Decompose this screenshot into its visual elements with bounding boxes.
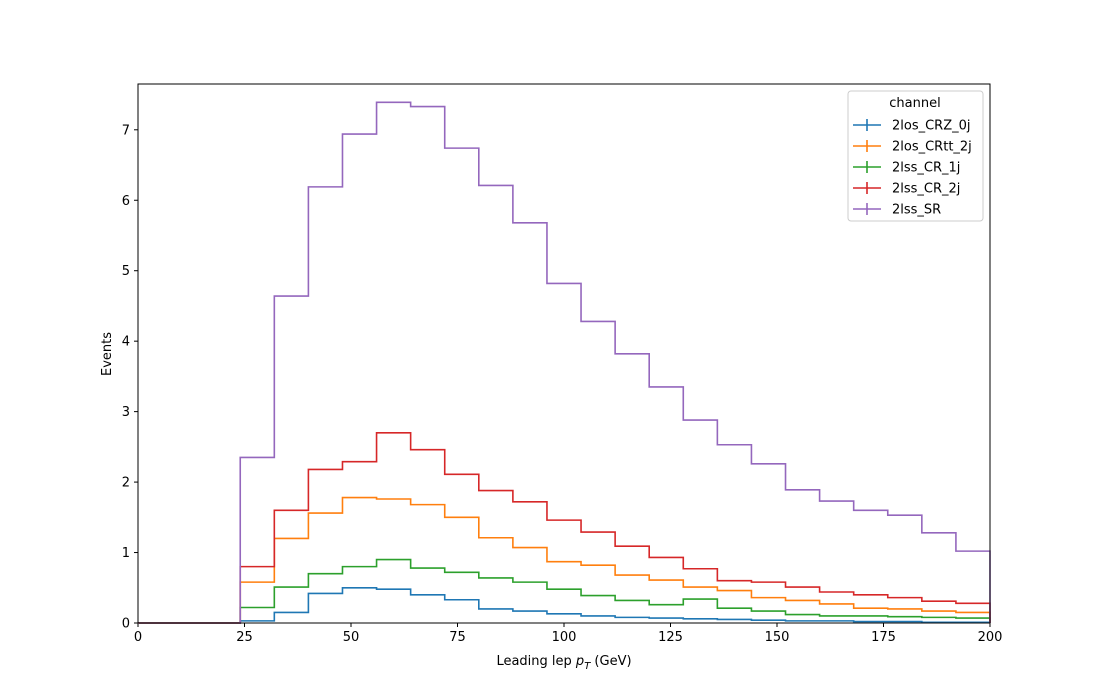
legend-item-2lss-cr-2j: 2lss_CR_2j — [853, 182, 960, 197]
x-tick-label: 25 — [236, 630, 253, 645]
x-tick-label: 75 — [449, 630, 466, 645]
plot-frame — [137, 83, 991, 624]
x-tick-label: 150 — [765, 630, 790, 645]
y-tick-label: 5 — [122, 264, 130, 279]
x-tick-label: 200 — [978, 630, 1003, 645]
legend-label: 2lss_CR_2j — [892, 182, 960, 197]
legend-item-2lss-cr-1j: 2lss_CR_1j — [853, 161, 960, 176]
legend-label: 2lss_CR_1j — [892, 161, 960, 176]
series-2los-crz-0j — [138, 586, 991, 624]
x-tick-label: 175 — [871, 630, 896, 645]
x-tick-label: 125 — [658, 630, 683, 645]
series-2lss-cr-1j — [138, 558, 991, 624]
x-axis-ticks: 0 25 50 75 100 125 150 175 200 — [134, 623, 1003, 645]
series-2lss-sr — [138, 101, 991, 624]
legend-item-2los-crtt-2j: 2los_CRtt_2j — [853, 140, 972, 155]
legend-title: channel — [889, 96, 940, 111]
series-2los-crtt-2j — [138, 496, 991, 624]
x-tick-label: 0 — [134, 630, 142, 645]
y-tick-label: 7 — [122, 123, 130, 138]
series-layer — [138, 101, 991, 624]
x-tick-label: 100 — [552, 630, 577, 645]
x-tick-label: 50 — [343, 630, 360, 645]
legend: channel 2los_CRZ_0j 2los_CRtt_2j 2lss_CR_1… — [847, 90, 984, 222]
legend-label: 2lss_SR — [892, 203, 941, 218]
y-tick-label: 6 — [122, 194, 130, 209]
y-tick-label: 3 — [122, 405, 130, 420]
legend-item-2lss-sr: 2lss_SR — [853, 203, 941, 218]
series-2lss-cr-2j — [138, 431, 991, 624]
x-axis-label: Leading lep pT (GeV) — [496, 654, 631, 672]
y-tick-label: 2 — [122, 476, 130, 491]
legend-box — [847, 90, 984, 222]
y-tick-label: 4 — [122, 335, 130, 350]
y-axis-ticks: 0 1 2 3 4 5 6 7 — [122, 123, 138, 632]
legend-label: 2los_CRtt_2j — [892, 140, 972, 155]
legend-label: 2los_CRZ_0j — [892, 119, 971, 134]
y-axis-label: Events — [100, 332, 115, 376]
legend-item-2los-crz-0j: 2los_CRZ_0j — [853, 119, 971, 134]
y-tick-label: 1 — [122, 546, 130, 561]
y-tick-label: 0 — [122, 617, 130, 632]
